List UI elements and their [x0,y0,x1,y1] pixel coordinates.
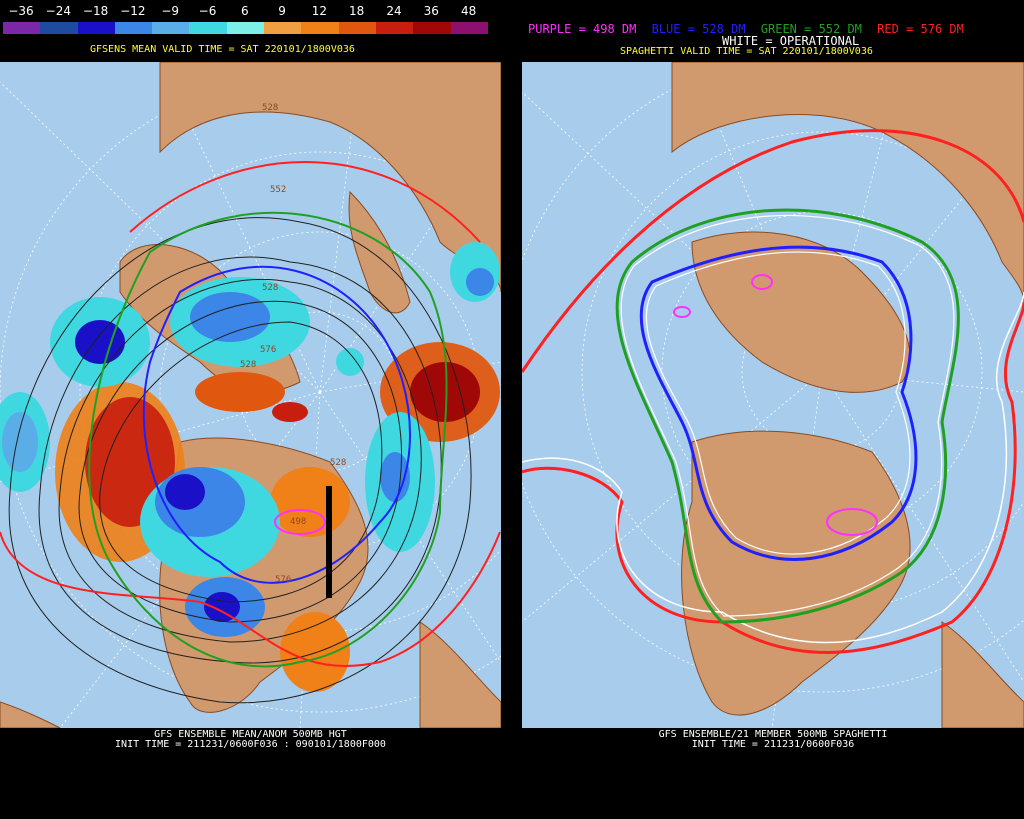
panel-divider [501,0,522,819]
colorbar-label: 36 [423,4,439,18]
colorbar-label: −18 [82,4,109,18]
colorbar-swatch [413,22,451,34]
colorbar-swatch [301,22,339,34]
colorbar-label: −36 [8,4,34,18]
left-valid-time: GFSENS MEAN VALID TIME = SAT 220101/1800… [90,44,355,55]
left-init-time: INIT TIME = 211231/0600F036 : 090101/180… [115,739,386,750]
colorbar-label: −24 [45,4,71,18]
spaghetti-contours [522,129,1024,654]
colorbar-swatch [77,22,115,34]
contour-552 [88,211,448,668]
contour-498 [274,509,326,535]
ensemble-mean-panel: −36 −24 −18 −12 −9 −6 6 9 12 18 24 36 48 GFSENS MEAN… [0,0,501,819]
legend-green: GREEN = 552 DM [760,22,862,36]
contour-label: 552 [270,185,286,195]
land-masses [671,62,1024,728]
contour-label: 576 [275,575,291,585]
contour-576-north [129,161,481,243]
colorbar-label: 18 [349,4,365,18]
anomaly-shading [0,242,500,692]
operational-legend: WHITE = OPERATIONAL [722,34,860,48]
contour-576-south [0,531,501,668]
colorbar-swatch [450,22,488,34]
colorbar-swatch [264,22,302,34]
colorbar-label: 6 [240,4,249,18]
colorbar-labels: −36 −24 −18 −12 −9 −6 6 9 12 18 24 36 48 [0,4,501,20]
colorbar-swatch [3,22,41,34]
colorbar-swatch [189,22,227,34]
contour-label: 528 [330,458,346,468]
contour-label: 528 [262,283,278,293]
colorbar-label: 9 [278,4,286,18]
colorbar-swatch [226,22,265,34]
right-init-time: INIT TIME = 211231/0600F036 [691,739,855,750]
colorbar-swatch [40,22,78,34]
legend-blue: BLUE = 528 DM [651,22,746,36]
colorbar-swatch [114,22,153,34]
left-product-title: GFS ENSEMBLE MEAN/ANOM 500MB HGT [154,729,347,740]
colorbar-label: 48 [460,4,477,18]
colorbar-label: 24 [386,4,402,18]
contour-label-group: 528 498 552 576 576 528 528 528 [240,103,346,585]
mean-anomaly-map: 528 498 552 576 576 528 528 528 [0,62,501,728]
height-contours [8,217,472,704]
colorbar-label: −9 [161,4,180,18]
colorbar-label: −6 [198,4,217,18]
vertical-marker-bar [326,486,332,598]
contour-label: 498 [290,517,306,527]
legend-red: RED = 576 DM [877,22,964,36]
right-valid-time: SPAGHETTI VALID TIME = SAT 220101/1800V0… [620,46,873,57]
colorbar-swatch [375,22,414,34]
legend-row: PURPLE = 498 DM BLUE = 528 DM GREEN = 55… [528,22,964,36]
colorbar-label: 12 [311,4,328,18]
colorbar-label: −12 [120,4,146,18]
spaghetti-panel: PURPLE = 498 DM BLUE = 528 DM GREEN = 55… [522,0,1024,819]
spaghetti-map [522,62,1024,728]
contour-label: 576 [260,345,276,355]
right-product-title: GFS ENSEMBLE/21 MEMBER 500MB SPAGHETTI [658,729,888,740]
contour-label: 528 [240,360,256,370]
colorbar-swatch [152,22,190,34]
contour-label: 528 [262,103,278,113]
anomaly-colorbar [3,22,488,34]
legend-purple: PURPLE = 498 DM [528,22,637,36]
colorbar-swatch [338,22,376,34]
